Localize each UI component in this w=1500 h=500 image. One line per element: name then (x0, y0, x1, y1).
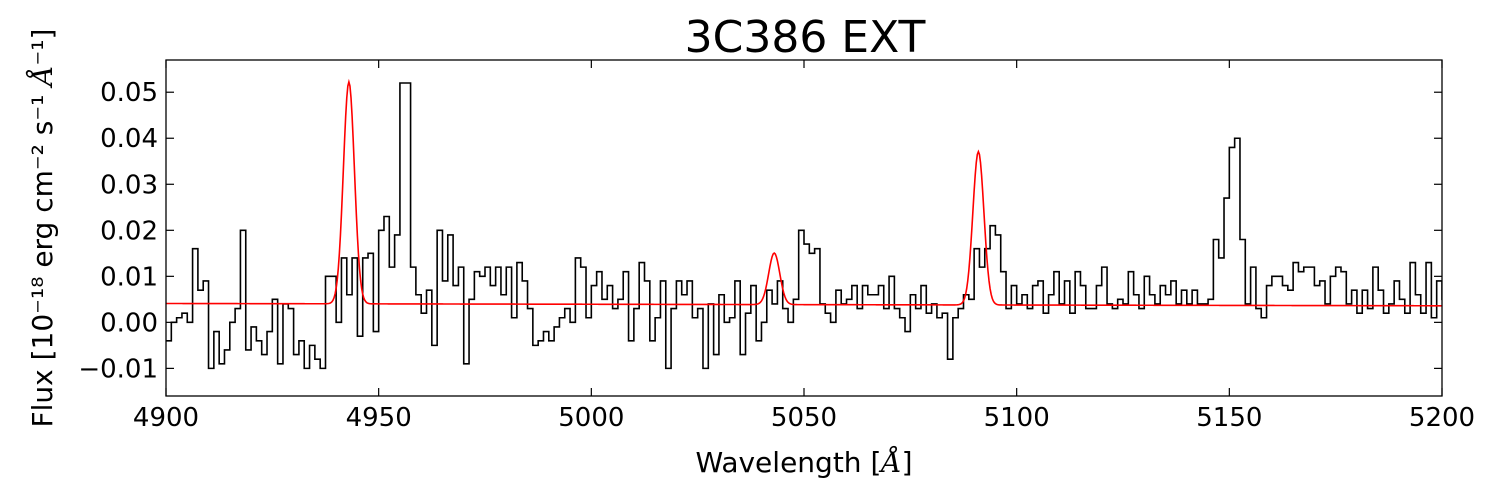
x-tick-label: 5100 (984, 403, 1050, 433)
x-tick-label: 5150 (1196, 403, 1262, 433)
y-tick-label: −0.01 (78, 354, 158, 384)
x-axis: 4900 4950 5000 5050 5100 5150 5200 (133, 60, 1475, 433)
y-tick-label: 0.05 (100, 78, 158, 108)
observed-spectrum-line (166, 82, 1442, 370)
y-tick-label: 0.03 (100, 170, 158, 200)
y-tick-label: 0.00 (100, 308, 158, 338)
y-axis-label: Flux [10⁻¹⁸ erg cm⁻² s⁻¹ Å⁻¹] (26, 29, 59, 428)
x-axis-label: Wavelength [Å] (695, 446, 912, 479)
x-tick-label: 5050 (771, 403, 837, 433)
y-tick-label: 0.04 (100, 124, 158, 154)
x-tick-label: 4900 (133, 403, 199, 433)
y-tick-label: 0.02 (100, 216, 158, 246)
y-axis: −0.01 0.00 0.01 0.02 0.03 0.04 0.05 (78, 78, 1442, 384)
x-tick-label: 5000 (558, 403, 624, 433)
model-fit-line (166, 78, 1442, 307)
series-layer (166, 78, 1442, 370)
plot-area (165, 59, 1443, 397)
y-tick-label: 0.01 (100, 262, 158, 292)
x-tick-label: 5200 (1409, 403, 1475, 433)
chart-title: 3C386 EXT (685, 12, 926, 63)
x-tick-label: 4950 (346, 403, 412, 433)
